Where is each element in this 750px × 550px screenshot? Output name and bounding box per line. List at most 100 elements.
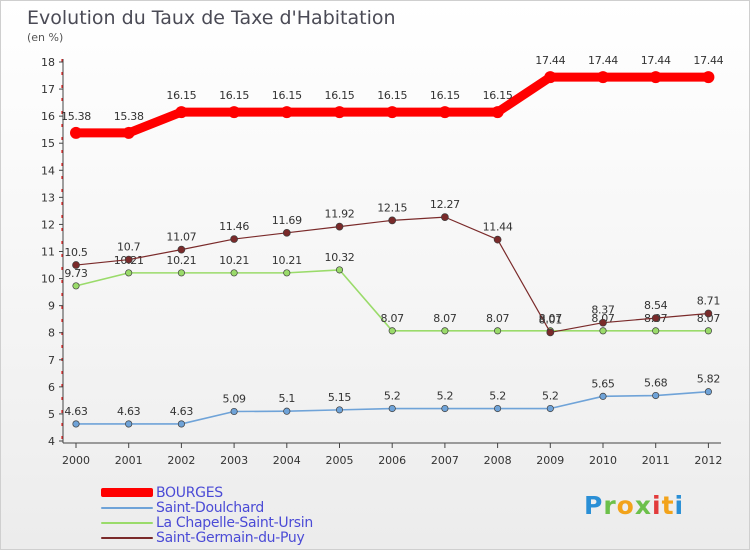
data-point xyxy=(335,406,344,414)
data-label: 5.2 xyxy=(542,390,559,403)
data-point xyxy=(441,327,449,335)
data-point xyxy=(230,407,238,416)
y-tick-label: 12 xyxy=(41,218,55,231)
data-point xyxy=(441,404,449,413)
data-label: 5.82 xyxy=(697,373,720,386)
axes: 4 5 6 7 8 9 10 11 12 13 14 15 16 17 18 2000 2001 2002 2003… xyxy=(41,56,722,467)
x-tick-label: 2001 xyxy=(115,454,143,467)
legend-swatch xyxy=(101,521,153,524)
y-tick-label: 13 xyxy=(41,191,55,204)
data-label: 5.15 xyxy=(328,391,352,404)
legend-item: BOURGES xyxy=(101,485,313,501)
data-point xyxy=(494,404,502,413)
data-label: 5.1 xyxy=(279,392,296,405)
data-point xyxy=(335,222,344,231)
x-tick-label: 2012 xyxy=(694,454,722,467)
data-point xyxy=(282,228,291,237)
y-tick-label: 8 xyxy=(48,327,55,340)
data-point xyxy=(177,420,185,428)
data-point xyxy=(333,106,346,119)
proxiti-logo: Proxiti xyxy=(584,491,685,520)
x-tick-label: 2008 xyxy=(484,454,512,467)
data-label: 10.32 xyxy=(325,251,355,264)
y-tick-label: 4 xyxy=(48,435,55,448)
data-label: 11.69 xyxy=(272,214,302,227)
data-label: 16.15 xyxy=(325,89,355,102)
x-tick-label: 2007 xyxy=(431,454,459,467)
x-tick-label: 2002 xyxy=(167,454,195,467)
data-label: 17.44 xyxy=(693,54,723,67)
data-label: 16.15 xyxy=(272,89,302,102)
series-saint-doulchard: 4.63 4.63 4.63 5.09 5.1 5.15 5.2 5.2 5.2 5.2 5.65 5… xyxy=(64,373,720,428)
data-point xyxy=(597,71,609,84)
data-point xyxy=(125,420,133,428)
y-tick-label: 18 xyxy=(41,56,55,69)
data-label: 12.27 xyxy=(430,198,460,211)
x-tick-label: 2009 xyxy=(536,454,564,467)
data-label: 10.7 xyxy=(117,241,141,254)
data-label: 8.07 xyxy=(381,312,405,325)
data-point xyxy=(124,255,133,264)
chart-title: Evolution du Taux de Taxe d'Habitation xyxy=(27,7,396,29)
data-label: 5.2 xyxy=(437,390,454,403)
x-tick-label: 2005 xyxy=(326,454,354,467)
data-label: 5.2 xyxy=(384,390,401,403)
x-tick-label: 2011 xyxy=(642,454,670,467)
data-label: 8.71 xyxy=(697,294,720,307)
y-tick-label: 10 xyxy=(41,273,55,286)
data-point xyxy=(652,391,660,400)
data-label: 16.15 xyxy=(483,89,513,102)
x-tick-label: 2006 xyxy=(378,454,406,467)
data-point xyxy=(649,71,662,84)
data-point xyxy=(72,261,80,269)
data-point xyxy=(494,327,502,335)
legend-item: Saint-Germain-du-Puy xyxy=(101,529,313,546)
data-point xyxy=(544,71,557,84)
data-label: 15.38 xyxy=(114,110,144,123)
series-line xyxy=(71,72,713,138)
data-point xyxy=(280,106,293,119)
data-point xyxy=(652,327,660,335)
data-label: 11.44 xyxy=(483,221,513,234)
data-point xyxy=(546,404,554,413)
data-point xyxy=(704,327,712,335)
legend-item: La Chapelle-Saint-Ursin xyxy=(101,514,313,531)
legend-label: Saint-Germain-du-Puy xyxy=(156,529,305,546)
y-tick-label: 6 xyxy=(48,381,55,394)
line-chart: 4 5 6 7 8 9 10 11 12 13 14 15 16 17 18 2000 2001 2002 2003… xyxy=(41,54,724,467)
y-tick-label: 11 xyxy=(41,246,55,259)
data-label: 8.01 xyxy=(539,313,562,326)
series-layer: 15.38 15.38 16.15 16.15 16.15 16.15 16.15 16.15… xyxy=(61,54,724,428)
data-label: 17.44 xyxy=(588,54,618,67)
data-point xyxy=(702,71,715,84)
data-label: 4.63 xyxy=(64,405,88,418)
data-point xyxy=(493,235,502,244)
data-label: 8.07 xyxy=(486,312,510,325)
y-tick-label: 14 xyxy=(41,164,55,177)
data-label: 17.44 xyxy=(535,54,565,67)
data-point xyxy=(388,404,396,413)
data-point xyxy=(651,314,660,322)
data-point xyxy=(546,328,555,337)
series-la-chapelle-saint-ursin: 9.7310.2110.2110.2110.2110.328.078.078.0… xyxy=(64,251,721,335)
y-tick-label: 9 xyxy=(48,300,55,313)
data-label: 8.07 xyxy=(433,312,457,325)
y-tick-label: 17 xyxy=(41,83,55,96)
data-label: 10.5 xyxy=(64,246,88,259)
legend-label: La Chapelle-Saint-Ursin xyxy=(156,514,313,531)
data-point xyxy=(230,235,238,243)
data-point xyxy=(491,106,504,119)
data-point xyxy=(70,126,82,139)
x-tick-label: 2010 xyxy=(589,454,617,467)
data-label: 16.15 xyxy=(377,89,407,102)
series-bourges: 15.38 15.38 16.15 16.15 16.15 16.15 16.15 16.15… xyxy=(61,54,724,139)
legend-swatch xyxy=(101,506,153,509)
data-label: 11.92 xyxy=(325,208,355,221)
data-label: 17.44 xyxy=(641,54,671,67)
legend-swatch xyxy=(101,536,153,539)
data-label: 5.2 xyxy=(489,390,506,403)
data-label: 16.15 xyxy=(430,89,460,102)
data-label: 9.73 xyxy=(64,267,88,280)
data-point xyxy=(283,269,291,277)
data-label: 8.54 xyxy=(644,299,668,312)
